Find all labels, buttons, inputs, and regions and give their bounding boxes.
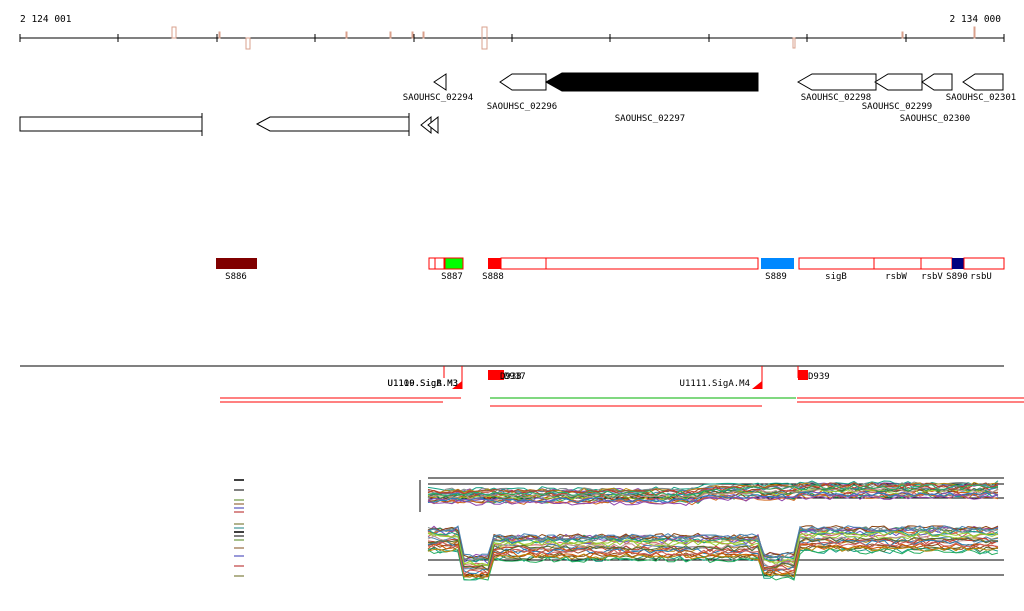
axis-feature-mark-4 xyxy=(389,31,392,39)
tss-label-d937: D937 xyxy=(504,372,526,382)
gene-label-g10: SAOUHSC_02301 xyxy=(946,93,1016,103)
gene-arrow-g6[interactable] xyxy=(544,72,759,92)
segment-label-rsbu: rsbU xyxy=(970,272,992,282)
expression-mini-profile xyxy=(234,479,244,577)
expression-profile-top-7 xyxy=(427,481,999,494)
segment-sigb[interactable] xyxy=(798,257,875,270)
expression-track xyxy=(234,477,1004,581)
expression-profile-bottom-14 xyxy=(427,548,999,581)
expression-profile-bottom-21 xyxy=(427,536,999,572)
promoter-triangle-2[interactable] xyxy=(752,381,762,389)
promoter-label-siga-m4: U1111.SigA.M4 xyxy=(680,379,750,389)
segment-box-b[interactable] xyxy=(545,257,759,270)
segment-label-sigb: sigB xyxy=(825,272,847,282)
segment-label-s888: S888 xyxy=(482,272,504,282)
expression-profile-top-21 xyxy=(427,494,999,506)
tss-marker-d939[interactable] xyxy=(798,370,808,380)
segment-track[interactable]: S886 S887 S888 S889 sigB rsbW rsbV S890 … xyxy=(216,257,1005,282)
axis-start-label: 2 124 001 xyxy=(20,14,72,25)
gene-label-g4: SAOUHSC_02294 xyxy=(403,93,473,103)
segment-label-rsbw: rsbW xyxy=(885,272,907,282)
segment-rsbv[interactable] xyxy=(920,257,953,270)
segment-s889[interactable] xyxy=(761,258,794,269)
gene-label-g7: SAOUHSC_02298 xyxy=(801,93,871,103)
promoter-label-sigb-m3: U1109.SigB.M3 xyxy=(388,379,458,389)
gene-arrow-g3b[interactable] xyxy=(427,115,439,135)
segment-s887[interactable] xyxy=(444,257,464,270)
expression-profile-bottom-20 xyxy=(427,545,999,580)
axis-feature-mark-1 xyxy=(245,37,251,50)
expression-profile-bottom-24 xyxy=(427,525,999,559)
segment-small-1[interactable] xyxy=(428,257,436,270)
axis-feature-mark-5 xyxy=(411,31,414,39)
expression-profile-bottom-16 xyxy=(427,525,999,561)
gene-arrow-g9[interactable] xyxy=(921,73,953,91)
expression-profile-bottom-23 xyxy=(427,540,999,576)
axis-feature-mark-7 xyxy=(481,26,488,50)
axis-feature-ticks xyxy=(171,26,976,50)
gene-label-g8: SAOUHSC_02299 xyxy=(862,102,932,112)
segment-rsbw[interactable] xyxy=(873,257,922,270)
expression-profile-top-17 xyxy=(427,487,999,500)
axis-feature-mark-8 xyxy=(792,37,796,49)
gene-arrow-g5[interactable] xyxy=(499,73,547,91)
tss-marker-d938[interactable] xyxy=(488,370,500,380)
promoter-label-siga-m3: U1110.SigA.M3 xyxy=(388,379,458,389)
gene-label-g5: SAOUHSC_02296 xyxy=(487,102,557,112)
segment-rsbu[interactable] xyxy=(963,257,1005,270)
axis-end-label: 2 134 000 xyxy=(950,14,1002,25)
axis-feature-mark-9 xyxy=(901,31,904,39)
coordinate-ruler: 2 124 001 2 134 000 xyxy=(19,14,1005,50)
gene-arrow-g4[interactable] xyxy=(433,73,447,91)
gene-label-g6: SAOUHSC_02297 xyxy=(615,114,685,124)
axis-feature-mark-6 xyxy=(422,31,425,39)
expression-profile-bottom-8 xyxy=(427,540,999,575)
axis-feature-mark-2 xyxy=(218,31,221,39)
expression-profile-bottom-22 xyxy=(427,525,999,560)
tss-label-d939: D939 xyxy=(808,372,830,382)
expression-profile-bottom-18 xyxy=(427,529,999,563)
segment-label-s887: S887 xyxy=(441,272,463,282)
segment-s886[interactable] xyxy=(216,258,257,269)
segment-label-s886: S886 xyxy=(225,272,247,282)
segment-label-rsbv: rsbV xyxy=(921,272,943,282)
promoter-triangle-1[interactable] xyxy=(452,381,462,389)
gene-arrow-g8[interactable] xyxy=(874,73,923,91)
tss-marker-d937[interactable] xyxy=(496,370,504,380)
axis-major-ticks xyxy=(19,34,1005,42)
axis-feature-mark-0 xyxy=(171,26,177,39)
expression-profile-top-14 xyxy=(427,491,999,504)
expression-profile-top-19 xyxy=(427,484,999,497)
promoter-track[interactable]: U1109.SigB.M3 U1110.SigA.M3 D938 D937 U1… xyxy=(20,365,1024,407)
expression-profile-bottom-17 xyxy=(427,543,999,578)
axis-feature-mark-10 xyxy=(973,26,976,39)
expression-profile-bottom-7 xyxy=(427,532,999,567)
gene-arrow-g2[interactable] xyxy=(255,116,410,132)
tss-label-d938: D938 xyxy=(500,372,522,382)
segment-small-2[interactable] xyxy=(434,257,445,270)
gene-arrow-g1[interactable] xyxy=(19,116,203,132)
axis-feature-mark-3 xyxy=(345,31,348,39)
segment-label-s889: S889 xyxy=(765,272,787,282)
expression-profile-bottom-25 xyxy=(427,530,999,566)
gene-arrow-g7[interactable] xyxy=(796,73,877,91)
gene-label-g9: SAOUHSC_02300 xyxy=(900,114,970,124)
segment-s890[interactable] xyxy=(952,258,964,269)
segment-label-s890: S890 xyxy=(946,272,968,282)
segment-box-a[interactable] xyxy=(500,257,547,270)
gene-track[interactable]: SAOUHSC_02294 SAOUHSC_02296 SAOUHSC_0229… xyxy=(19,72,1016,136)
segment-s888[interactable] xyxy=(488,258,501,269)
expression-profile-top-18 xyxy=(427,483,999,496)
gene-arrow-g10[interactable] xyxy=(962,73,1004,91)
expression-profiles xyxy=(419,477,1004,581)
